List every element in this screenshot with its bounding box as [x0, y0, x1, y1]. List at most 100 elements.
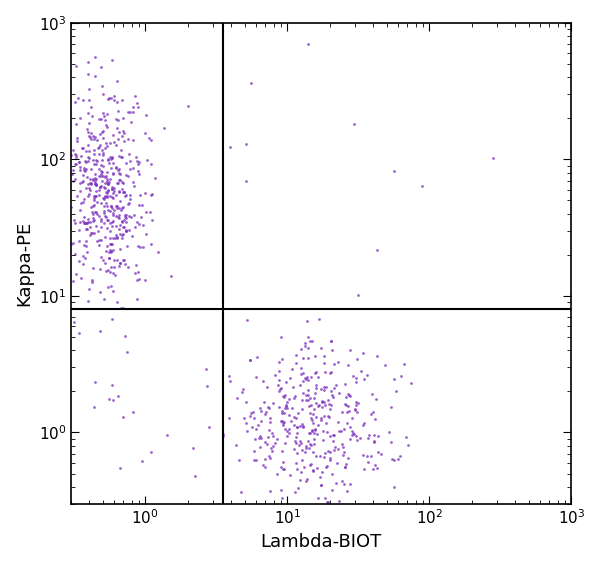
Point	[102, 110, 112, 119]
Point	[298, 421, 308, 430]
Point	[76, 199, 86, 208]
Point	[115, 221, 125, 230]
Point	[253, 353, 262, 362]
Point	[310, 426, 320, 435]
Point	[97, 127, 107, 136]
Point	[98, 171, 108, 181]
Point	[98, 194, 108, 203]
Point	[106, 247, 116, 256]
Point	[130, 210, 139, 219]
Point	[282, 398, 292, 407]
Point	[78, 260, 88, 269]
Point	[85, 183, 94, 192]
Point	[342, 486, 352, 495]
Point	[101, 178, 110, 187]
Point	[118, 216, 127, 225]
Point	[369, 436, 379, 445]
Point	[329, 445, 339, 454]
Point	[82, 218, 92, 228]
Point	[277, 493, 287, 502]
Point	[146, 160, 156, 169]
Point	[133, 166, 142, 175]
Point	[276, 416, 286, 425]
Point	[97, 82, 106, 91]
Point	[92, 135, 102, 144]
Point	[317, 415, 326, 424]
Point	[125, 194, 134, 203]
Point	[107, 182, 117, 191]
Point	[298, 422, 307, 431]
Point	[319, 412, 329, 421]
Point	[308, 465, 317, 474]
Point	[277, 407, 287, 416]
Point	[337, 476, 347, 485]
Point	[118, 187, 128, 196]
Point	[91, 174, 100, 183]
Point	[74, 225, 84, 234]
Point	[100, 172, 110, 181]
Point	[75, 162, 85, 171]
Point	[306, 400, 316, 409]
Point	[146, 191, 156, 200]
Point	[71, 119, 80, 128]
Point	[260, 410, 269, 419]
Point	[106, 246, 115, 255]
Point	[114, 213, 124, 222]
Point	[290, 436, 299, 445]
Point	[94, 144, 103, 153]
Point	[296, 363, 305, 372]
Point	[117, 177, 127, 186]
Point	[79, 194, 89, 203]
Point	[248, 422, 257, 431]
Point	[364, 457, 373, 466]
Point	[80, 254, 89, 263]
Point	[82, 224, 92, 233]
Point	[389, 483, 399, 492]
Point	[285, 470, 295, 479]
Point	[281, 424, 290, 434]
Point	[292, 465, 301, 474]
Point	[386, 402, 396, 411]
Point	[191, 471, 200, 481]
Point	[91, 53, 100, 62]
Point	[311, 351, 320, 360]
Point	[78, 197, 88, 206]
Point	[117, 234, 127, 243]
Point	[343, 360, 352, 369]
Point	[279, 409, 289, 418]
Point	[76, 206, 85, 215]
Point	[280, 439, 289, 448]
Point	[83, 217, 93, 226]
Point	[103, 192, 112, 201]
Point	[100, 183, 109, 192]
Point	[112, 98, 121, 107]
Point	[278, 419, 287, 428]
Point	[114, 187, 124, 196]
Point	[130, 268, 140, 277]
Point	[96, 114, 106, 123]
Point	[334, 427, 344, 436]
Point	[74, 157, 84, 166]
Point	[87, 207, 97, 216]
Point	[265, 418, 275, 427]
Point	[326, 387, 335, 396]
Point	[83, 156, 93, 165]
Point	[202, 381, 212, 390]
Point	[90, 169, 100, 178]
Point	[277, 384, 286, 393]
Point	[98, 255, 108, 264]
Point	[250, 434, 260, 443]
Point	[85, 179, 95, 188]
Point	[371, 394, 380, 403]
Point	[347, 431, 357, 440]
Point	[301, 339, 310, 348]
Point	[146, 448, 155, 457]
Point	[302, 474, 312, 483]
Point	[112, 114, 121, 123]
Point	[250, 456, 259, 465]
Point	[103, 215, 112, 224]
Point	[118, 256, 128, 265]
Point	[141, 229, 151, 238]
Point	[91, 192, 100, 201]
Point	[107, 240, 117, 249]
